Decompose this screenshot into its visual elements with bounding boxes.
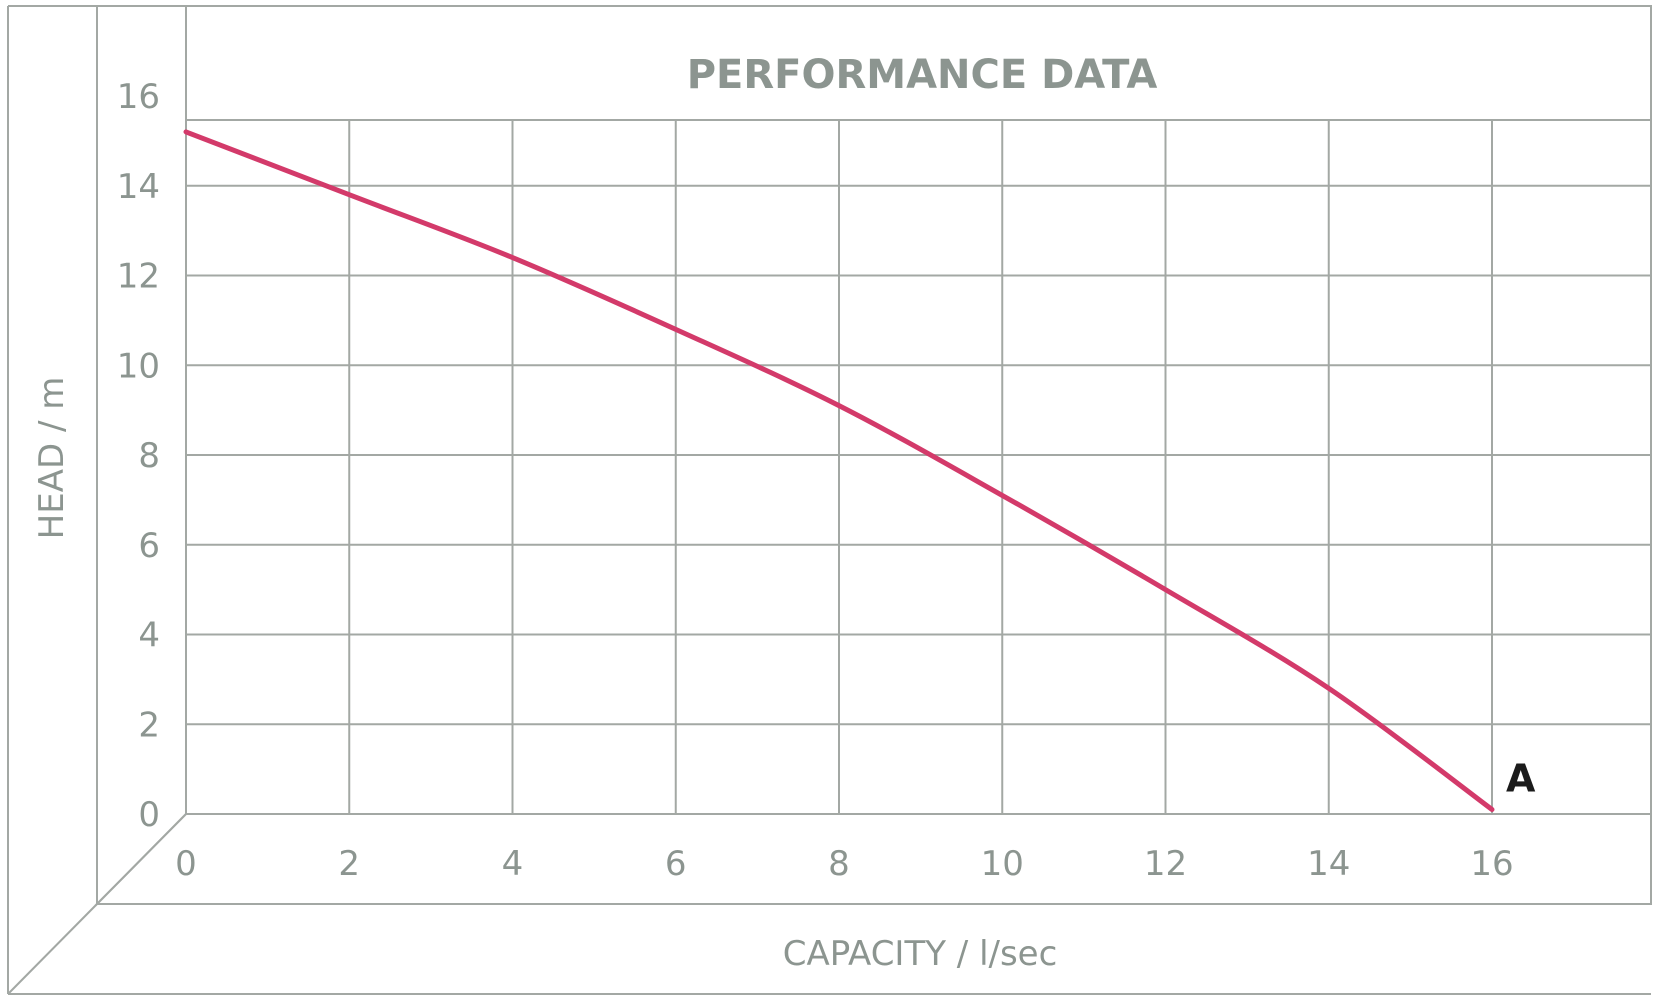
x-tick-label: 4 <box>502 844 524 884</box>
series-curves <box>183 129 1495 813</box>
back-panel <box>185 5 1652 815</box>
y-tick-label: 6 <box>138 526 160 566</box>
y-tick-label: 16 <box>117 77 160 117</box>
grid <box>186 119 1651 815</box>
x-tick-labels: 0 2 4 6 8 10 12 14 16 <box>175 844 1513 884</box>
x-tick-label: 0 <box>175 844 197 884</box>
y-tick-label: 12 <box>117 257 160 297</box>
y-tick-labels: 0 2 4 6 8 10 12 14 16 <box>117 77 160 835</box>
curve-annotation: A <box>1506 757 1536 801</box>
y-tick-label: 10 <box>117 346 160 386</box>
x-tick-label: 8 <box>828 844 850 884</box>
chart-title: PERFORMANCE DATA <box>687 52 1158 98</box>
y-tick-label: 4 <box>138 616 160 656</box>
y-tick-label: 0 <box>138 795 160 835</box>
x-tick-label: 6 <box>665 844 687 884</box>
x-axis-label: CAPACITY / l/sec <box>783 934 1058 974</box>
x-tick-label: 12 <box>1144 844 1187 884</box>
annotations: A <box>1506 757 1536 801</box>
performance-curve <box>183 129 1495 813</box>
x-tick-label: 16 <box>1470 844 1513 884</box>
x-tick-label: 10 <box>981 844 1024 884</box>
y-axis-label: HEAD / m <box>32 377 72 540</box>
floor-diagonal <box>7 903 98 995</box>
x-tick-label: 2 <box>338 844 360 884</box>
y-tick-label: 2 <box>138 705 160 745</box>
floor-panel <box>94 813 1652 905</box>
y-tick-label: 8 <box>138 436 160 476</box>
y-tick-label: 14 <box>117 167 160 207</box>
x-tick-label: 14 <box>1307 844 1350 884</box>
